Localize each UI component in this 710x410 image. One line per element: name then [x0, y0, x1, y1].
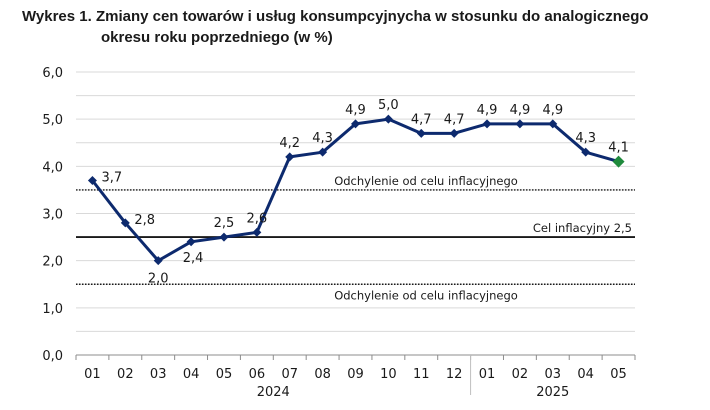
x-tick-label: 11	[413, 367, 430, 382]
data-labels: 3,7 2,8 2,0 2,4 2,5 2,6 4,2 4,3 4,9 5,0 4,7 4,7 4,9 4…	[101, 98, 629, 287]
data-label: 5,0	[378, 98, 399, 113]
x-tick-label: 05	[610, 367, 627, 382]
data-point	[515, 119, 525, 129]
x-tick-label: 06	[249, 367, 266, 382]
x-tick-label: 02	[512, 367, 529, 382]
data-label: 4,7	[411, 112, 432, 127]
y-tick-label: 6,0	[42, 66, 63, 81]
y-tick-label: 0,0	[42, 349, 63, 364]
data-label: 4,9	[345, 103, 366, 118]
y-tick-label: 4,0	[42, 160, 63, 175]
x-tick-label: 04	[183, 367, 200, 382]
data-label: 4,9	[542, 103, 563, 118]
inflation-target-label: Cel inflacyjny 2,5	[533, 221, 632, 235]
data-label: 2,0	[148, 272, 169, 287]
data-point	[383, 114, 393, 124]
lower-band-label: Odchylenie od celu inflacyjnego	[334, 288, 518, 302]
data-point	[581, 147, 591, 157]
x-tick-label: 03	[150, 367, 167, 382]
x-tick-label: 09	[347, 367, 364, 382]
data-label: 4,9	[510, 103, 531, 118]
upper-band-label: Odchylenie od celu inflacyjnego	[334, 174, 518, 188]
y-tick-label: 3,0	[42, 208, 63, 223]
data-point	[219, 232, 229, 242]
data-label: 2,8	[134, 213, 155, 228]
data-label: 4,1	[608, 141, 629, 156]
data-label: 2,4	[183, 251, 204, 266]
data-point-latest	[612, 155, 625, 168]
data-point	[318, 147, 328, 157]
data-label: 4,3	[312, 131, 333, 146]
data-point	[548, 119, 558, 129]
chart-title: Wykres 1. Zmiany cen towarów i usług kon…	[22, 6, 702, 48]
x-tick-label: 03	[545, 367, 562, 382]
y-tick-label: 5,0	[42, 113, 63, 128]
data-point	[120, 218, 130, 228]
x-tick-label: 01	[479, 367, 496, 382]
data-label: 2,5	[214, 216, 235, 231]
x-tick-label: 04	[577, 367, 594, 382]
x-tick-label: 12	[446, 367, 463, 382]
data-label: 4,2	[279, 136, 300, 151]
x-tick-label: 10	[380, 367, 397, 382]
data-label: 4,9	[477, 103, 498, 118]
x-tick-label: 07	[281, 367, 298, 382]
y-tick-label: 1,0	[42, 302, 63, 317]
chart-title-line2: okresu roku poprzedniego (w %)	[101, 29, 333, 46]
axes: 0,0 1,0 2,0 3,0 4,0 5,0 6,0 2024 2025 01 02 03 04 05 0…	[42, 66, 636, 400]
data-point	[153, 256, 163, 266]
data-label: 4,3	[575, 131, 596, 146]
x-tick-label: 08	[314, 367, 331, 382]
data-point	[416, 128, 426, 138]
x-tick-label: 01	[84, 367, 101, 382]
x-year-label: 2024	[257, 385, 290, 400]
data-point	[351, 119, 360, 129]
reference-lines: Odchylenie od celu inflacyjnego Odchyleni…	[76, 174, 635, 302]
x-tick-label: 02	[117, 367, 134, 382]
data-label: 4,7	[444, 112, 465, 127]
data-point	[449, 128, 459, 138]
series-layer	[87, 114, 625, 266]
data-point	[482, 119, 492, 129]
x-year-label: 2025	[536, 385, 569, 400]
data-label: 2,6	[247, 211, 268, 226]
x-tick-label: 05	[216, 367, 233, 382]
y-tick-label: 2,0	[42, 255, 63, 270]
data-point	[252, 227, 262, 237]
data-point	[285, 152, 295, 162]
chart-title-line1: Wykres 1. Zmiany cen towarów i usług kon…	[22, 8, 649, 25]
data-label: 3,7	[101, 170, 122, 185]
data-point	[87, 175, 97, 185]
data-point	[186, 237, 196, 247]
